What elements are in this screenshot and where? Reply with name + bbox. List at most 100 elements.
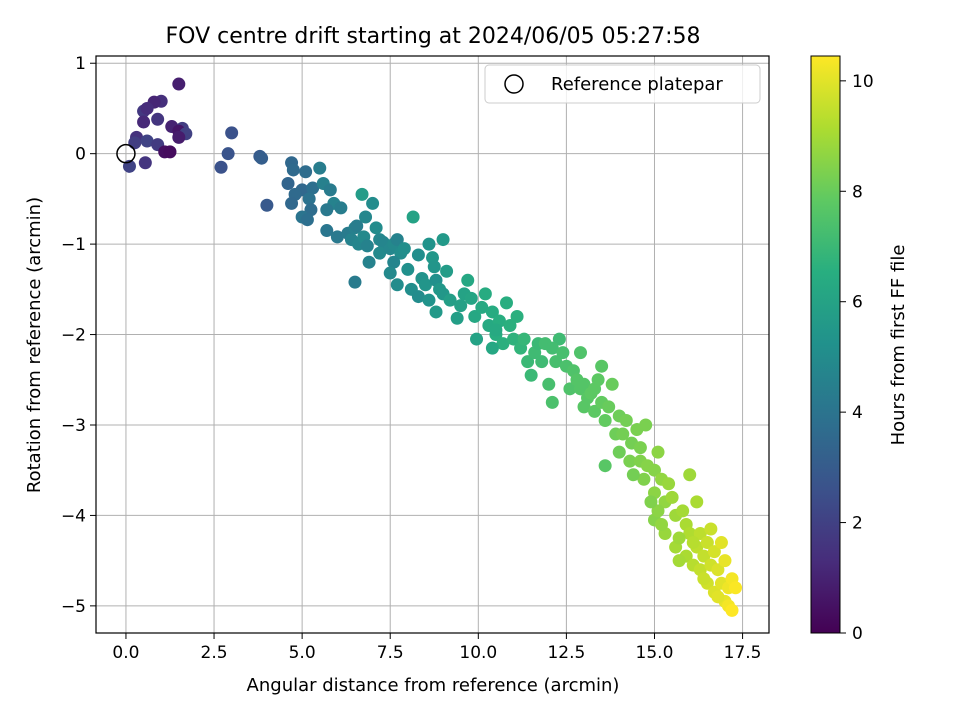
x-axis-ticks: 0.0 2.5 5.0 7.5 10.0 12.5 15.0 17.5 [112,633,762,663]
data-point [461,273,475,287]
y-tick-label: −3 [61,416,86,436]
data-point [304,203,318,217]
colorbar-tick-label: 4 [852,403,863,423]
data-point [665,490,679,504]
data-point [693,527,707,541]
x-tick-label: 5.0 [289,643,316,663]
x-tick-label: 12.5 [547,643,585,663]
data-point [450,311,464,325]
colorbar-tick-label: 6 [852,293,863,313]
data-point [299,165,313,179]
data-point [711,563,725,577]
data-point [510,309,524,323]
data-point [718,554,732,568]
data-point [707,545,721,559]
data-point [454,299,468,313]
data-point [524,368,538,382]
data-point [725,603,739,617]
data-point [588,404,602,418]
data-point [676,504,690,518]
data-point [503,319,517,333]
x-axis-label: Angular distance from reference (arcmin) [247,675,620,696]
legend-label: Reference platepar [551,74,723,95]
data-point [366,196,380,210]
data-point [729,581,743,595]
y-tick-label: 0 [75,145,86,165]
data-point [595,359,609,373]
data-point [302,192,316,206]
data-point [397,242,411,256]
data-point [285,196,299,210]
data-point [429,305,443,319]
data-point [489,323,503,337]
y-tick-label: −5 [61,597,86,617]
data-point [517,332,531,346]
data-point [612,445,626,459]
data-point [690,495,704,509]
data-point [140,134,154,148]
x-tick-label: 15.0 [636,643,674,663]
legend-marker [504,74,524,94]
data-point [468,309,482,323]
data-point [563,382,577,396]
data-point [313,161,327,175]
data-point [300,213,314,227]
data-point [704,522,718,536]
data-point [440,264,454,278]
x-tick-label: 10.0 [459,643,497,663]
data-point [348,275,362,289]
data-point [411,290,425,304]
y-axis-label: Rotation from reference (arcmin) [24,197,45,493]
colorbar-tick-label: 10 [852,72,874,92]
data-point [320,203,334,217]
x-tick-label: 0.0 [112,643,139,663]
data-point [545,395,559,409]
data-point [556,346,570,360]
data-point [598,459,612,473]
data-point [286,163,300,177]
data-point [436,233,450,247]
data-point [163,145,177,159]
data-point [598,413,612,427]
data-point [330,230,344,244]
data-point [478,287,492,301]
colorbar: 0 2 4 6 8 10 Hours from first FF file [810,55,909,644]
data-point [128,136,142,150]
data-point [591,373,605,387]
colorbar-tick-label: 8 [852,182,863,202]
y-tick-label: −2 [61,326,86,346]
data-point [359,210,373,224]
data-point [507,332,521,346]
scatter-points [122,77,743,617]
data-point [422,293,436,307]
data-point [281,177,295,191]
data-point [655,517,669,531]
data-point [140,101,154,115]
data-point [387,255,401,269]
data-point [383,266,397,280]
data-point [662,477,676,491]
data-point [686,536,700,550]
data-point [552,332,566,346]
data-point [225,126,239,140]
data-point [616,427,630,441]
data-point [323,183,337,197]
data-point [647,463,661,477]
data-point [443,293,457,307]
data-point [672,554,686,568]
data-point [651,445,665,459]
data-point [214,160,228,174]
data-point [306,181,320,195]
data-point [700,536,714,550]
y-tick-label: 1 [75,54,86,74]
data-point [714,536,728,550]
y-tick-label: −4 [61,506,86,526]
y-tick-label: −1 [61,235,86,255]
data-point [542,377,556,391]
data-point [499,296,513,310]
data-point [651,504,665,518]
colorbar-tick-label: 0 [852,624,863,644]
colorbar-label: Hours from first FF file [888,245,909,446]
data-point [637,472,651,486]
